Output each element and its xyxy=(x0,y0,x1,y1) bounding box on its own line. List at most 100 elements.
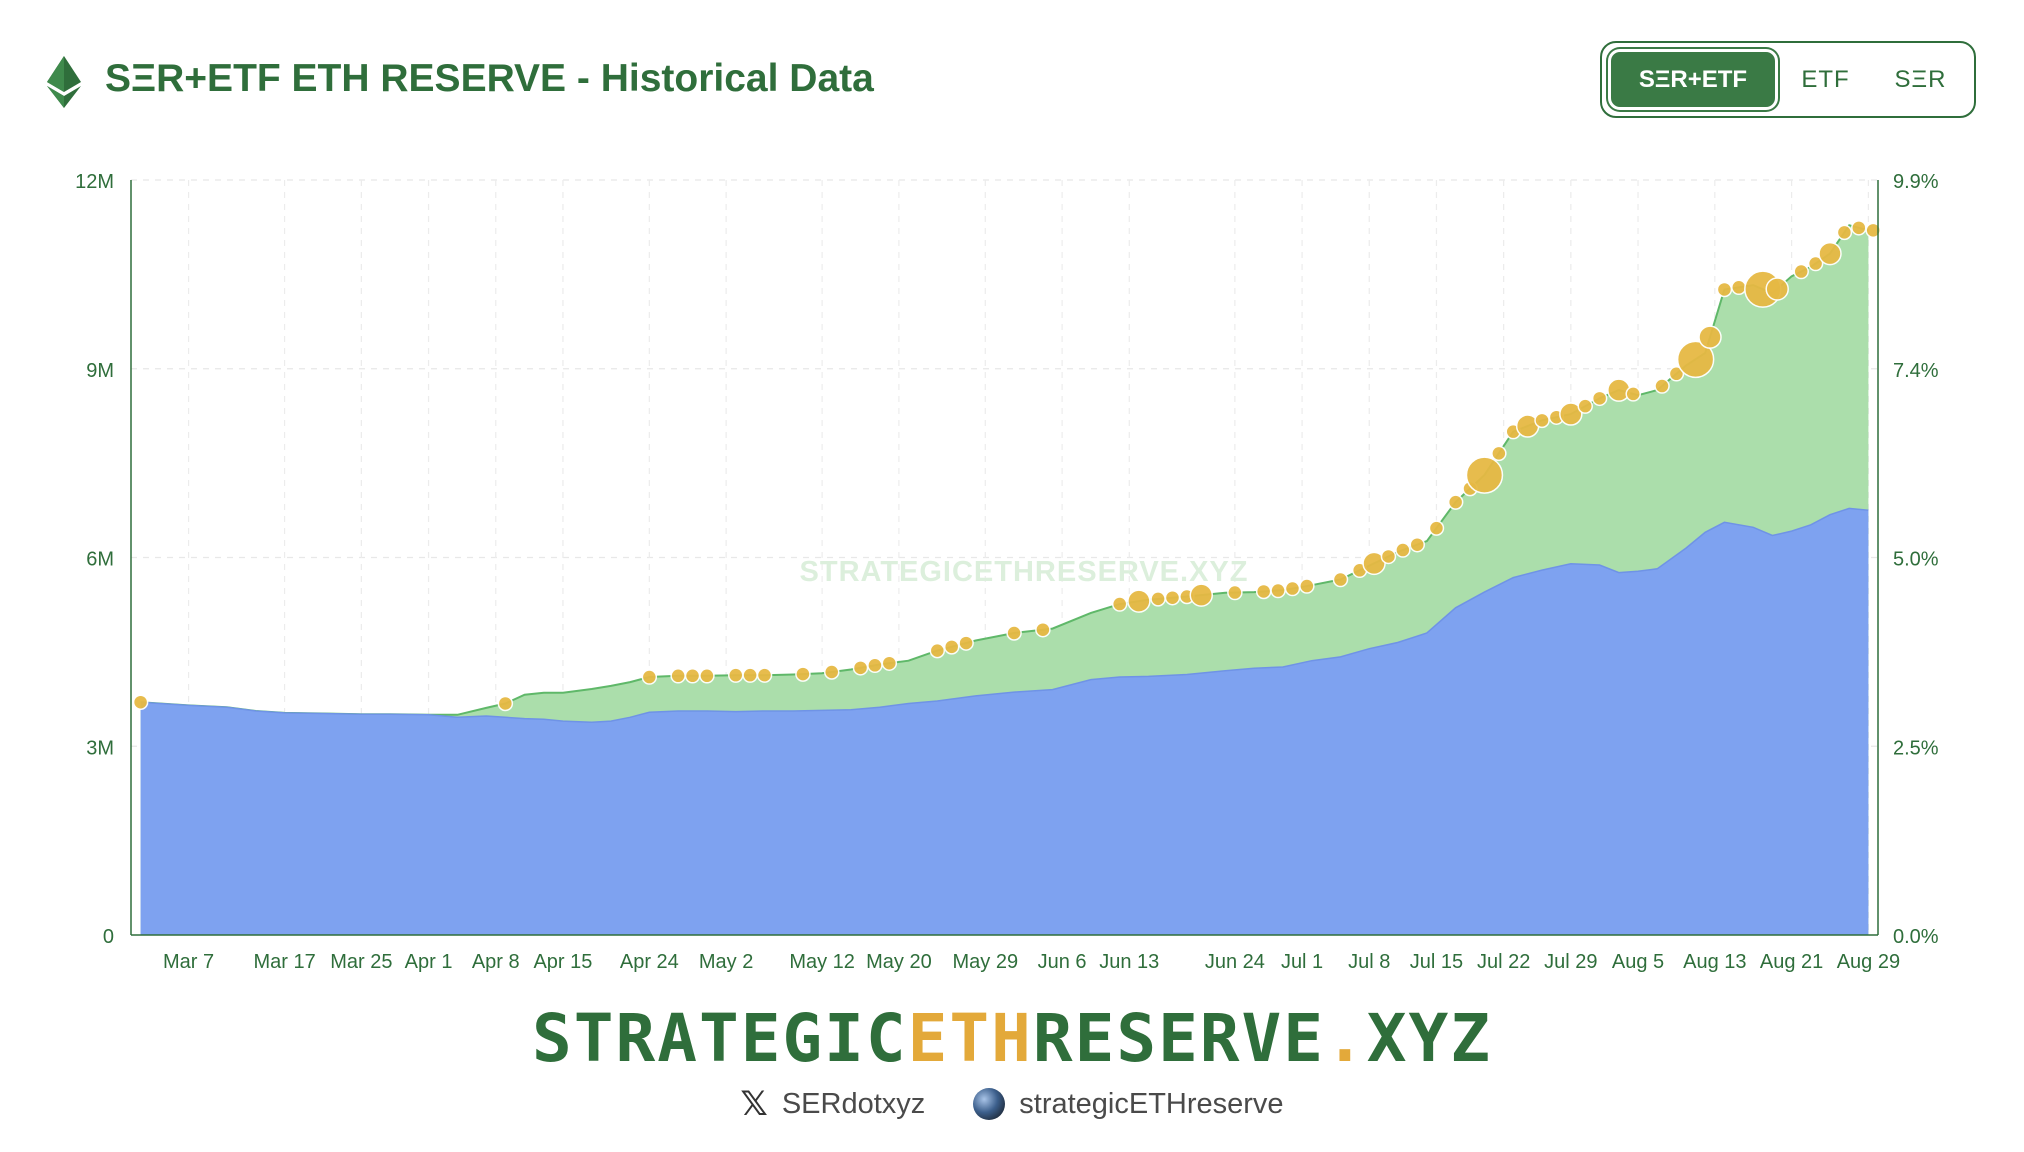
etf-area xyxy=(140,508,1869,935)
y-right-tick-label: 2.5% xyxy=(1893,737,1939,759)
purchase-marker xyxy=(1765,277,1789,301)
purchase-marker xyxy=(1255,583,1272,600)
purchase-marker xyxy=(1668,366,1685,382)
y-left-tick-label: 0 xyxy=(103,926,114,948)
purchase-marker xyxy=(881,655,898,671)
x-handle: SERdotxyz xyxy=(781,1087,926,1120)
purchase-marker xyxy=(132,694,149,710)
reserve-chart: STRATEGICETHRESERVE.XYZ 0 0.0% 3M 2.5% 6M 5.0… xyxy=(75,171,1939,973)
purchase-marker xyxy=(1676,340,1715,379)
purchase-marker xyxy=(1270,582,1286,599)
x-tick-label: Aug 21 xyxy=(1760,951,1823,973)
purchase-marker xyxy=(867,657,883,674)
purchase-marker xyxy=(852,660,869,676)
y-left-tick-label: 12M xyxy=(75,171,114,193)
x-tick-label: Apr 1 xyxy=(405,951,453,973)
x-tick-label: Jul 8 xyxy=(1348,951,1390,973)
x-tick-label: Mar 7 xyxy=(163,951,214,973)
purchase-marker xyxy=(497,695,514,712)
purchase-marker xyxy=(1577,398,1593,414)
social-links: 𝕏 SERdotxyz strategicETHreserve xyxy=(0,1084,2024,1124)
purchase-marker xyxy=(684,668,701,684)
purchase-marker xyxy=(1731,279,1747,296)
total-line xyxy=(140,224,1869,716)
chart-watermark: STRATEGICETHRESERVE.XYZ xyxy=(800,556,1249,588)
purchase-marker xyxy=(670,668,686,684)
x-tick-label: Aug 13 xyxy=(1683,951,1746,973)
purchase-marker xyxy=(1035,621,1051,638)
purchase-marker xyxy=(1227,584,1243,601)
x-tick-label: Aug 29 xyxy=(1837,951,1900,973)
brand-suffix: XYZ xyxy=(1366,1000,1492,1077)
purchase-marker xyxy=(641,669,658,685)
purchase-marker xyxy=(1851,220,1867,236)
brand-prefix: STRATEGIC xyxy=(532,1000,908,1077)
site-link[interactable]: strategicETHreserve xyxy=(973,1084,1284,1124)
purchase-marker xyxy=(1793,263,1809,280)
x-tick-label: May 20 xyxy=(866,951,932,973)
purchase-marker xyxy=(756,667,773,683)
purchase-marker xyxy=(1284,580,1301,597)
x-tick-label: Jul 22 xyxy=(1477,951,1530,973)
purchase-marker xyxy=(1447,494,1464,510)
purchase-marker xyxy=(1591,390,1608,407)
x-tick-label: Jul 1 xyxy=(1281,951,1323,973)
purchase-marker xyxy=(1654,378,1670,394)
purchase-marker xyxy=(1836,224,1853,241)
x-logo-icon: 𝕏 xyxy=(740,1084,768,1124)
purchase-marker xyxy=(929,642,946,659)
purchase-marker xyxy=(823,664,840,680)
brand-wordmark: STRATEGICETHRESERVE.XYZ xyxy=(0,1000,2024,1077)
purchase-marker xyxy=(958,635,974,651)
axes: 0 0.0% 3M 2.5% 6M 5.0% 9M 7.4% 12M 9.9% Mar 7 Mar 1… xyxy=(75,171,1939,973)
purchase-marker xyxy=(1534,412,1550,429)
purchase-marker xyxy=(1111,596,1128,612)
area-layer xyxy=(140,224,1869,936)
purchase-marker xyxy=(1164,589,1181,606)
etf-line xyxy=(140,507,1869,724)
purchase-marker xyxy=(1807,255,1824,272)
x-tick-label: Jul 29 xyxy=(1544,951,1597,973)
brand-dot: . xyxy=(1325,1000,1367,1077)
purchase-marker xyxy=(699,668,715,684)
brand-accent: ETH xyxy=(907,1000,1033,1077)
purchase-markers xyxy=(132,220,1881,712)
toggle-ser-etf-button[interactable]: SΞR+ETF xyxy=(1608,49,1778,110)
page-title: SΞR+ETF ETH RESERVE - Historical Data xyxy=(105,57,874,100)
toggle-ser-button[interactable]: SΞR xyxy=(1894,65,1947,93)
purchase-marker xyxy=(1150,591,1166,607)
x-tick-label: May 2 xyxy=(699,951,753,973)
x-tick-label: Aug 5 xyxy=(1612,951,1664,973)
x-tick-label: Mar 25 xyxy=(330,951,392,973)
toggle-etf-button[interactable]: ETF xyxy=(1801,65,1850,93)
purchase-marker xyxy=(1465,456,1504,494)
x-tick-label: Apr 24 xyxy=(620,951,679,973)
x-tick-label: Apr 8 xyxy=(472,951,520,973)
purchase-marker xyxy=(1698,325,1722,349)
purchase-marker xyxy=(1865,222,1881,239)
x-link[interactable]: 𝕏 SERdotxyz xyxy=(740,1084,925,1124)
purchase-marker xyxy=(1559,402,1583,426)
purchase-marker xyxy=(795,666,811,682)
purchase-marker xyxy=(1006,625,1022,641)
purchase-marker xyxy=(1299,578,1315,594)
purchase-marker xyxy=(1332,571,1349,588)
brand-middle: RESERVE xyxy=(1032,1000,1326,1077)
purchase-marker xyxy=(1818,241,1842,266)
y-left-tick-label: 3M xyxy=(86,737,114,759)
x-tick-label: Mar 17 xyxy=(253,951,315,973)
purchase-marker xyxy=(1491,445,1507,462)
purchase-marker xyxy=(1625,386,1641,402)
purchase-marker xyxy=(1716,281,1733,298)
x-tick-label: Apr 15 xyxy=(533,951,592,973)
purchase-marker xyxy=(1428,520,1445,536)
purchase-marker xyxy=(742,667,758,683)
purchase-marker xyxy=(1380,548,1397,565)
ethereum-logo-icon xyxy=(47,56,81,108)
y-right-tick-label: 7.4% xyxy=(1893,360,1939,382)
purchase-marker xyxy=(1189,583,1214,607)
series-toggle: SΞR+ETF ETF SΞR xyxy=(1600,41,1976,118)
x-tick-label: Jun 24 xyxy=(1205,951,1265,973)
x-tick-label: May 12 xyxy=(789,951,855,973)
purchase-marker xyxy=(943,639,960,655)
